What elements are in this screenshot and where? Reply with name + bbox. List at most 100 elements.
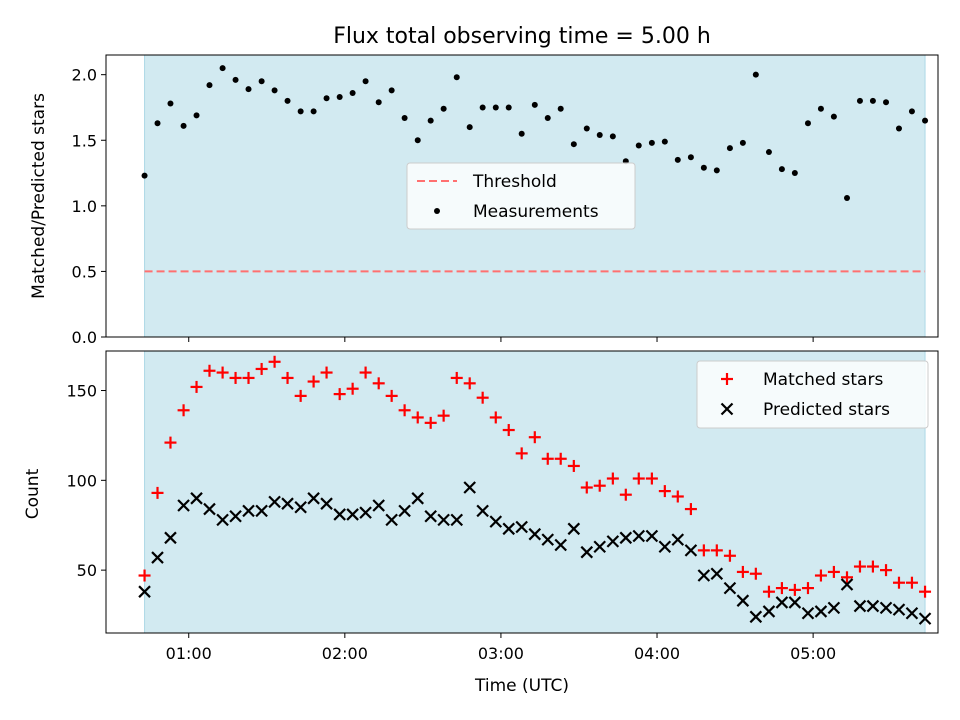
legend-measurements-swatch	[434, 208, 440, 214]
measurement-point	[518, 130, 525, 137]
legend-box	[406, 162, 636, 230]
matched-star-point	[919, 585, 932, 598]
matched-star-point	[853, 560, 866, 573]
predicted-star-point	[619, 531, 633, 545]
matched-star-point	[880, 564, 893, 577]
measurement-point	[596, 132, 603, 139]
measurement-point	[843, 194, 850, 201]
measurement-point	[700, 164, 707, 171]
predicted-star-point	[515, 520, 528, 534]
measurement-point	[401, 114, 408, 121]
predicted-star-point	[632, 529, 646, 543]
matched-star-point	[463, 377, 476, 390]
predicted-star-point	[398, 504, 411, 518]
measurement-point	[609, 133, 616, 140]
predicted-star-point	[762, 605, 776, 618]
predicted-star-point	[216, 513, 229, 527]
y-tick-label: 0.5	[72, 262, 97, 281]
measurement-point	[414, 137, 421, 144]
predicted-star-point	[138, 585, 151, 598]
predicted-star-point	[684, 544, 698, 557]
predicted-star-point	[333, 508, 346, 521]
legend-predicted-label: Predicted stars	[763, 400, 890, 420]
measurement-point	[804, 120, 811, 127]
y-tick-label: 2.0	[72, 66, 97, 85]
matched-star-point	[411, 411, 424, 424]
measurement-point	[440, 105, 447, 112]
matched-star-point	[216, 366, 229, 379]
measurement-point	[570, 141, 577, 148]
measurement-point	[206, 82, 213, 89]
x-tick-label: 02:00	[322, 644, 368, 663]
predicted-star-point	[385, 513, 398, 527]
matched-star-point	[840, 571, 853, 584]
predicted-star-point	[801, 606, 815, 620]
measurement-point	[791, 170, 798, 177]
matched-star-point	[723, 549, 736, 562]
count-panel-frame	[105, 350, 939, 634]
measurement-point	[362, 78, 369, 85]
x-tick-label: 04:00	[634, 644, 680, 663]
measurement-point	[505, 104, 512, 111]
legend-threshold-label: Threshold	[472, 172, 557, 192]
measurement-point	[479, 104, 486, 111]
measurement-point	[323, 95, 330, 102]
matched-star-point	[151, 486, 164, 499]
measurement-point	[271, 87, 278, 94]
predicted-star-point	[866, 599, 880, 613]
measurement-point	[869, 97, 876, 104]
matched-star-point	[424, 416, 437, 429]
predicted-star-point	[164, 531, 177, 545]
measurement-point	[687, 154, 694, 161]
matched-star-point	[775, 582, 788, 595]
matched-star-point	[580, 481, 593, 494]
measurement-point	[375, 99, 382, 106]
predicted-star-point	[255, 504, 268, 518]
matched-star-point	[528, 431, 541, 444]
predicted-star-point	[346, 508, 359, 521]
matched-star-point	[541, 452, 554, 465]
predicted-star-point	[177, 499, 190, 512]
measurement-point	[922, 117, 929, 124]
measurement-point	[154, 120, 161, 127]
predicted-star-point	[853, 599, 867, 613]
matched-star-point	[138, 569, 151, 582]
measurement-point	[648, 139, 655, 146]
measurement-point	[557, 105, 564, 112]
predicted-star-point	[840, 578, 854, 591]
matched-star-point	[359, 366, 372, 379]
predicted-star-point	[788, 596, 802, 609]
y-tick-label: 1.0	[72, 197, 97, 216]
predicted-star-point	[905, 606, 919, 620]
measurement-point	[765, 149, 772, 156]
predicted-star-point	[190, 492, 203, 505]
matched-star-point	[177, 404, 190, 417]
measurement-point	[141, 172, 148, 179]
predicted-star-point	[242, 504, 255, 518]
y-tick-label: 0.0	[72, 328, 97, 347]
matched-star-point	[164, 436, 177, 449]
matched-star-point	[866, 560, 879, 573]
measurement-point	[258, 78, 265, 85]
measurement-point	[427, 117, 434, 124]
x-tick-label: 01:00	[166, 644, 212, 663]
predicted-star-point	[567, 522, 581, 536]
predicted-star-point	[281, 497, 294, 510]
matched-star-point	[502, 424, 515, 437]
measurement-point	[856, 97, 863, 104]
measurement-point	[895, 125, 902, 132]
matched-star-point	[632, 472, 645, 485]
predicted-star-point	[307, 492, 320, 505]
legend-matched-label: Matched stars	[763, 370, 883, 390]
predicted-star-point	[294, 500, 307, 514]
predicted-star-point	[554, 538, 567, 552]
matched-star-point	[398, 404, 411, 417]
predicted-star-point	[645, 529, 659, 543]
predicted-star-point	[203, 502, 216, 516]
measurement-point	[635, 142, 642, 149]
predicted-star-point	[723, 581, 737, 595]
legend-measurements-label: Measurements	[473, 202, 599, 222]
predicted-star-point	[658, 540, 672, 554]
count-legend: Matched stars Predicted stars	[696, 360, 929, 429]
